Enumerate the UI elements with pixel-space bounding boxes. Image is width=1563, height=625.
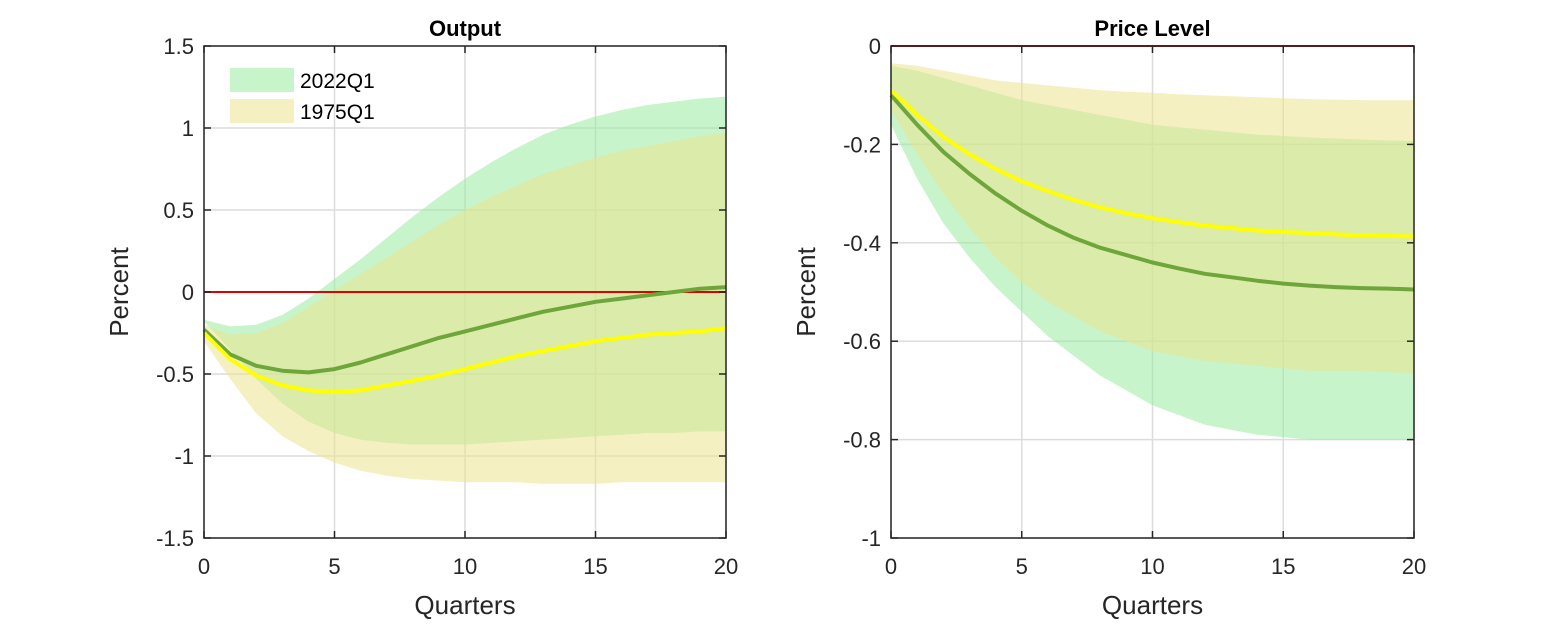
y-tick-label: -1.5	[156, 526, 194, 551]
legend-swatch-2022Q1	[230, 68, 294, 92]
x-tick-label: 10	[1140, 554, 1164, 579]
y-tick-label: -0.4	[843, 231, 881, 256]
x-tick-label: 5	[328, 554, 340, 579]
median-line-1975Q1	[202, 326, 727, 394]
band-1975Q1	[204, 132, 726, 484]
median-line-1975Q1	[889, 88, 1415, 239]
y-tick-label: -0.8	[843, 428, 881, 453]
x-tick-label: 20	[1402, 554, 1426, 579]
y-tick-label: 0	[869, 34, 881, 59]
median-line-2022Q1	[202, 285, 727, 375]
x-tick-label: 5	[1016, 554, 1028, 579]
y-tick-label: 0	[182, 280, 194, 305]
chart-title: Output	[429, 16, 502, 41]
y-axis-label: Percent	[791, 246, 821, 336]
y-axis-label: Percent	[104, 246, 134, 336]
x-tick-label: 15	[583, 554, 607, 579]
y-tick-label: -0.6	[843, 329, 881, 354]
output-panel: 0 5 10 15 20 -1.5 -1 -0.5 0 0.5 1 1.5 Output Quarters…	[104, 16, 738, 620]
legend-label: 1975Q1	[300, 101, 375, 124]
x-tick-label: 20	[714, 554, 738, 579]
y-tick-label: 1.5	[163, 34, 194, 59]
x-tick-label: 10	[453, 554, 477, 579]
median-line-2022Q1	[889, 93, 1415, 292]
y-tick-label: -1	[174, 444, 194, 469]
legend-label: 2022Q1	[300, 70, 375, 93]
y-tick-label: 1	[182, 116, 194, 141]
x-tick-label: 0	[198, 554, 210, 579]
x-tick-label: 15	[1271, 554, 1295, 579]
x-axis-label: Quarters	[1102, 590, 1203, 620]
y-tick-label: -1	[861, 526, 881, 551]
x-tick-label: 0	[885, 554, 897, 579]
y-tick-label: 0.5	[163, 198, 194, 223]
y-tick-label: -0.5	[156, 362, 194, 387]
chart-title: Price Level	[1094, 16, 1210, 41]
price-level-panel: 0 5 10 15 20 -1 -0.8 -0.6 -0.4 -0.2 0 Price Level Qu…	[791, 16, 1426, 620]
x-axis-label: Quarters	[414, 590, 515, 620]
legend-swatch-1975Q1	[230, 99, 294, 123]
y-tick-label: -0.2	[843, 132, 881, 157]
